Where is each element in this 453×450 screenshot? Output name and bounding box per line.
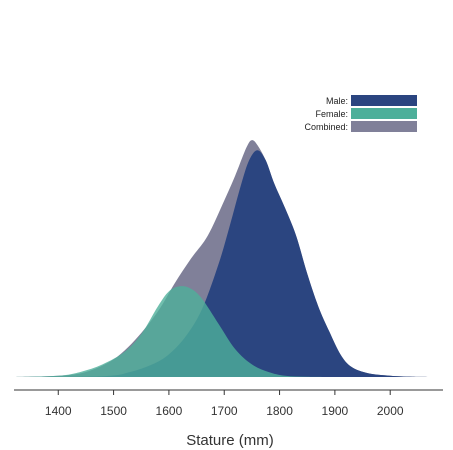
legend-swatch-male	[351, 95, 417, 106]
legend-label: Combined:	[304, 122, 348, 132]
x-tick-label: 1900	[322, 404, 349, 418]
x-axis-ticks: 1400 1500 1600 1700 1800 1900 2000	[45, 390, 404, 418]
x-tick-label: 1500	[100, 404, 127, 418]
x-tick-label: 1400	[45, 404, 72, 418]
density-areas	[14, 140, 440, 377]
x-tick-label: 1600	[156, 404, 183, 418]
x-tick-label: 2000	[377, 404, 404, 418]
legend-label: Female:	[315, 109, 348, 119]
area-male	[14, 150, 440, 377]
legend-swatch-female	[351, 108, 417, 119]
x-axis-title: Stature (mm)	[186, 432, 274, 449]
legend-label: Male:	[326, 96, 348, 106]
legend-swatch-combined	[351, 121, 417, 132]
x-tick-label: 1700	[211, 404, 238, 418]
legend: Male: Female: Combined:	[304, 95, 417, 132]
area-female	[14, 286, 335, 377]
x-tick-label: 1800	[266, 404, 293, 418]
